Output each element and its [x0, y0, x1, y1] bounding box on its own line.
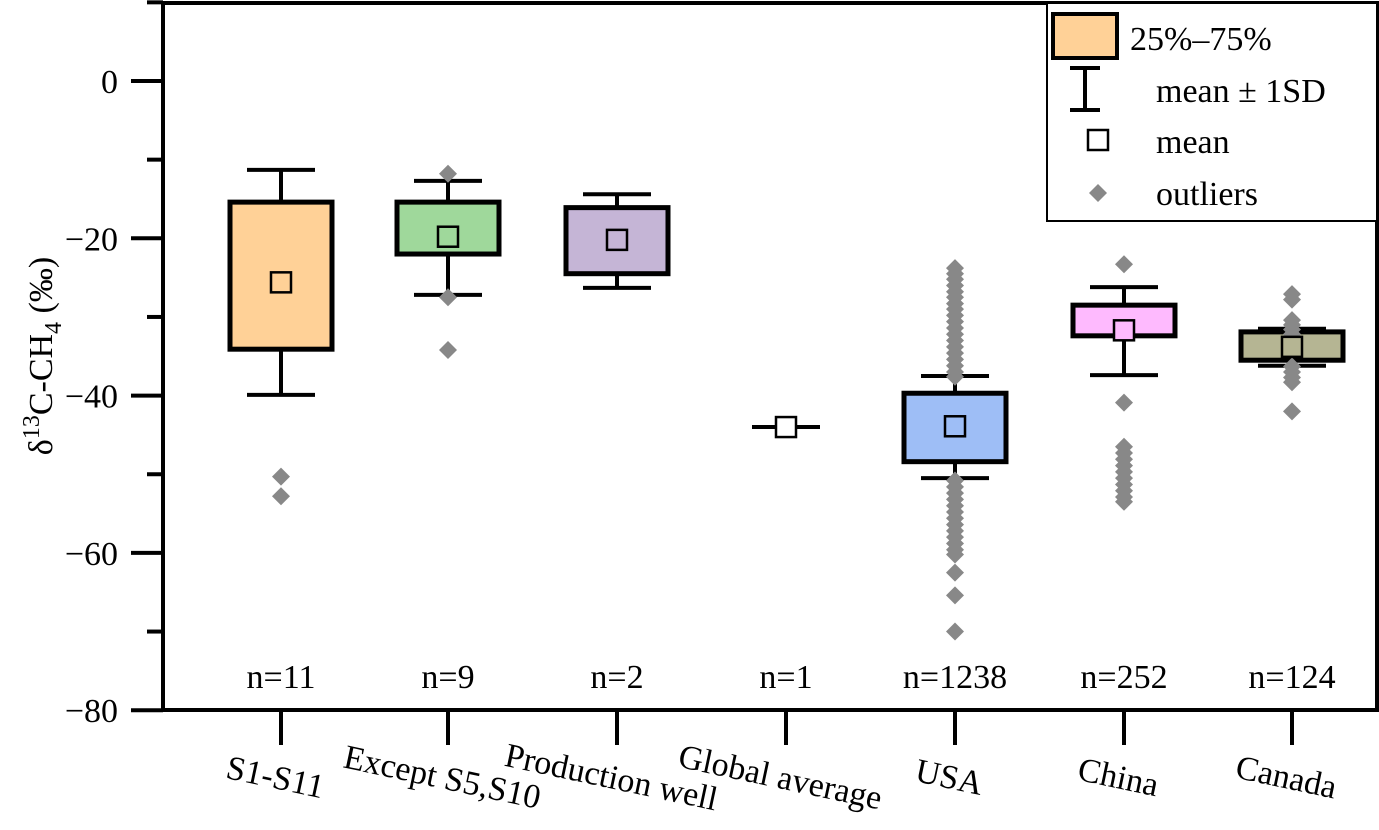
- x-tick-label: S1-S11: [223, 749, 327, 806]
- legend-mean-label: mean: [1156, 124, 1230, 161]
- box-group-except-s5-s10: [394, 164, 502, 359]
- x-tick-label: Canada: [1232, 749, 1339, 806]
- y-tick-label: −20: [65, 221, 118, 258]
- y-axis: 0 −20 −40 −60 −80: [65, 0, 163, 730]
- box-group-china: [1070, 255, 1178, 511]
- legend-box-label: 25%–75%: [1130, 21, 1272, 58]
- legend-outliers-label: outliers: [1156, 176, 1258, 213]
- y-tick-label: −60: [65, 536, 118, 573]
- mean-marker: [1112, 319, 1136, 342]
- outlier-point: [439, 288, 457, 307]
- y-tick-label: −80: [65, 693, 118, 730]
- mean-marker: [774, 415, 798, 439]
- box-group-usa: [901, 259, 1009, 641]
- outlier-point: [272, 467, 290, 486]
- outlier-point: [946, 622, 964, 641]
- sample-count-label: n=1238: [903, 659, 1007, 696]
- x-tick-label: China: [1075, 751, 1162, 804]
- legend-box-swatch: [1051, 12, 1119, 60]
- sample-count-label: n=2: [590, 659, 643, 696]
- sample-count-label: n=252: [1080, 659, 1167, 696]
- legend-mean-icon: [1086, 128, 1110, 152]
- legend-outlier-icon: [1089, 184, 1107, 202]
- outlier-point: [946, 367, 964, 386]
- outlier-point: [272, 487, 290, 506]
- outlier-point: [439, 340, 457, 359]
- outlier-point: [1115, 492, 1133, 511]
- mean-marker: [436, 225, 460, 248]
- outlier-point: [1115, 255, 1133, 274]
- outlier-point: [946, 545, 964, 564]
- sample-count-label: n=9: [421, 659, 474, 696]
- mean-marker: [1280, 335, 1304, 359]
- outlier-point: [946, 563, 964, 582]
- sample-count-label: n=1: [759, 659, 812, 696]
- plot-frame: [161, 1, 1379, 712]
- plot-marks: n=11 n=9 n=2 n=1 n=1238 n=252 n=124: [227, 164, 1346, 696]
- outlier-point: [946, 586, 964, 605]
- box-group-production-well: [563, 192, 671, 290]
- box-group-s1-s11: [227, 167, 335, 506]
- outlier-point: [1283, 290, 1301, 309]
- sample-count-label: n=11: [247, 659, 316, 696]
- x-tick-label: USA: [912, 753, 987, 803]
- y-tick-label: −40: [65, 379, 118, 416]
- sample-count-label: n=124: [1248, 659, 1335, 696]
- outlier-point: [439, 164, 457, 183]
- legend: 25%–75% mean ± 1SD mean outliers: [1046, 2, 1378, 222]
- legend-sd-icon: [1070, 66, 1100, 112]
- mean-marker: [605, 228, 629, 252]
- mean-marker: [943, 415, 967, 438]
- box-group-global-average: [752, 415, 820, 439]
- outlier-point: [1283, 402, 1301, 421]
- y-tick-label: 0: [101, 64, 118, 101]
- y-axis-label: δ13C-CH4 (‰): [19, 257, 67, 455]
- outlier-point: [1115, 393, 1133, 412]
- mean-marker: [269, 271, 293, 294]
- box-group-canada: [1238, 285, 1346, 421]
- outlier-point: [1283, 373, 1301, 392]
- legend-sd-label: mean ± 1SD: [1156, 73, 1326, 110]
